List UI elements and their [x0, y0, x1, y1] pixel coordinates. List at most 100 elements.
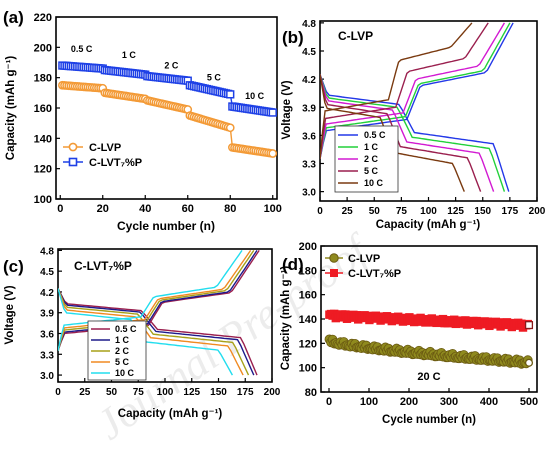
y-tick-label: 180	[34, 73, 52, 85]
y-tick-label: 140	[299, 314, 317, 326]
y-tick-label: 3.3	[40, 350, 54, 361]
y-tick-label: 140	[34, 133, 52, 145]
x-tick-label: 80	[224, 203, 236, 215]
y-tick-label: 3.0	[40, 371, 54, 382]
y-tick-label: 180	[299, 265, 317, 277]
legend-marker-clvp	[68, 142, 78, 152]
discharge-curve	[58, 288, 255, 376]
legend-label: 2 C	[364, 154, 379, 164]
discharge-curve	[320, 74, 506, 192]
x-axis-label-a: Cycle number (n)	[117, 219, 215, 233]
data-point-end	[524, 358, 534, 367]
y-tick-label: 80	[305, 387, 317, 399]
x-tick-label: 60	[182, 203, 194, 215]
y-tick-label: 3.6	[302, 131, 316, 142]
rate-annotation: 2 C	[164, 61, 179, 71]
y-tick-label: 200	[299, 241, 317, 253]
discharge-curve	[320, 74, 495, 192]
marks-d	[324, 309, 534, 369]
charge-curve	[320, 22, 489, 159]
legend-b: 0.5 C 1 C 2 C 5 C 10 C	[334, 125, 399, 193]
x-tick-label: 150	[210, 387, 227, 398]
discharge-curve	[58, 288, 258, 376]
legend-label: 1 C	[115, 335, 130, 345]
y-tick-label: 3.9	[40, 309, 54, 320]
panel-label-c: (c)	[3, 257, 24, 276]
x-tick-label: 0	[317, 206, 323, 217]
y-axis-label-c: Voltage (V)	[4, 285, 16, 344]
ticks-d: 0 100 200 300 400 500 80 100 120 140 160 180 200	[299, 241, 539, 408]
x-axis-label-b: Capacity (mAh g⁻¹)	[376, 219, 481, 231]
panel-label-a: (a)	[3, 8, 24, 27]
y-tick-label: 4.5	[40, 267, 54, 278]
x-tick-label: 75	[396, 206, 408, 217]
legend-label: 0.5 C	[364, 130, 386, 140]
legend-marker-clvp	[329, 253, 339, 263]
x-tick-label: 125	[447, 206, 464, 217]
charge-curve	[320, 22, 473, 159]
x-tick-label: 500	[520, 396, 538, 408]
x-tick-label: 0	[326, 396, 332, 408]
charge-curve	[320, 22, 506, 159]
discharge-curve	[320, 74, 510, 192]
legend-label: 1 C	[364, 142, 379, 152]
x-axis-label-d: Cycle number (n)	[382, 414, 476, 426]
y-tick-label: 4.8	[302, 19, 316, 30]
panel-a: (a) Cycle number (n) Capacity (mAh g⁻¹) …	[3, 8, 282, 233]
data-point-clvp	[225, 123, 235, 133]
x-tick-label: 20	[97, 203, 109, 215]
x-tick-label: 100	[264, 203, 282, 215]
y-tick-label: 100	[34, 194, 52, 206]
y-tick-label: 3.3	[302, 160, 316, 171]
rate-annotation: 1 C	[122, 50, 137, 60]
legend-label: 5 C	[115, 357, 130, 367]
x-tick-label: 100	[157, 387, 174, 398]
y-tick-label: 4.8	[40, 246, 54, 257]
annotations-a: 0.5 C 1 C 2 C 5 C 10 C	[71, 44, 265, 101]
x-tick-label: 25	[342, 206, 354, 217]
x-tick-label: 0	[57, 203, 63, 215]
y-axis-label-a: Capacity (mAh g⁻¹)	[5, 56, 17, 161]
discharge-curve	[58, 288, 250, 376]
x-tick-label: 40	[139, 203, 151, 215]
x-tick-label: 300	[440, 396, 458, 408]
x-axis-label-c: Capacity (mAh g⁻¹)	[118, 408, 223, 420]
legend-label: 0.5 C	[115, 324, 137, 334]
legend-a: C-LVP C-LVT₇%P	[63, 142, 142, 169]
ticks-a: 0 20 40 60 80 100 100 120 140 160 180 200 220	[34, 12, 282, 215]
legend-marker-clvt	[68, 157, 78, 167]
legend-label-clvt: C-LVT₇%P	[348, 268, 401, 280]
rate-annotation: 20 C	[417, 371, 440, 383]
legend-label: 2 C	[115, 346, 130, 356]
legend-label: 10 C	[364, 178, 384, 188]
y-tick-label: 160	[299, 290, 317, 302]
x-tick-label: 100	[360, 396, 378, 408]
panel-label-b: (b)	[282, 28, 304, 47]
y-tick-label: 3.9	[302, 103, 316, 114]
y-tick-label: 220	[34, 12, 52, 24]
data-point-clvt	[268, 108, 277, 117]
y-tick-label: 4.5	[302, 47, 316, 58]
ticks-c: 0 25 50 75 100 125 150 175 200 3.0 3.3 3.6 3.9 4.2 4.5…	[40, 246, 281, 398]
ticks-b: 0 25 50 75 100 125 150 175 200 3.0 3.3 3.6 3.9 4.2 4.5…	[302, 19, 546, 217]
charge-curve	[320, 22, 511, 159]
rate-annotation: 10 C	[245, 91, 265, 101]
chart-title-b: C-LVP	[338, 29, 373, 43]
panel-label-d: (d)	[282, 255, 304, 274]
legend-marker-clvt	[330, 269, 338, 277]
x-tick-label: 400	[480, 396, 498, 408]
x-tick-label: 150	[474, 206, 491, 217]
data-point-clvt	[226, 90, 235, 99]
x-tick-label: 200	[529, 206, 546, 217]
x-tick-label: 75	[133, 387, 145, 398]
annotations-d: 20 C	[417, 371, 440, 383]
x-tick-label: 125	[183, 387, 200, 398]
data-point-clvp	[268, 149, 277, 158]
x-tick-label: 0	[55, 387, 61, 398]
y-tick-label: 4.2	[302, 75, 316, 86]
data-point-end	[524, 321, 534, 330]
x-tick-label: 200	[400, 396, 418, 408]
y-tick-label: 160	[34, 103, 52, 115]
legend-label: 10 C	[115, 368, 135, 378]
